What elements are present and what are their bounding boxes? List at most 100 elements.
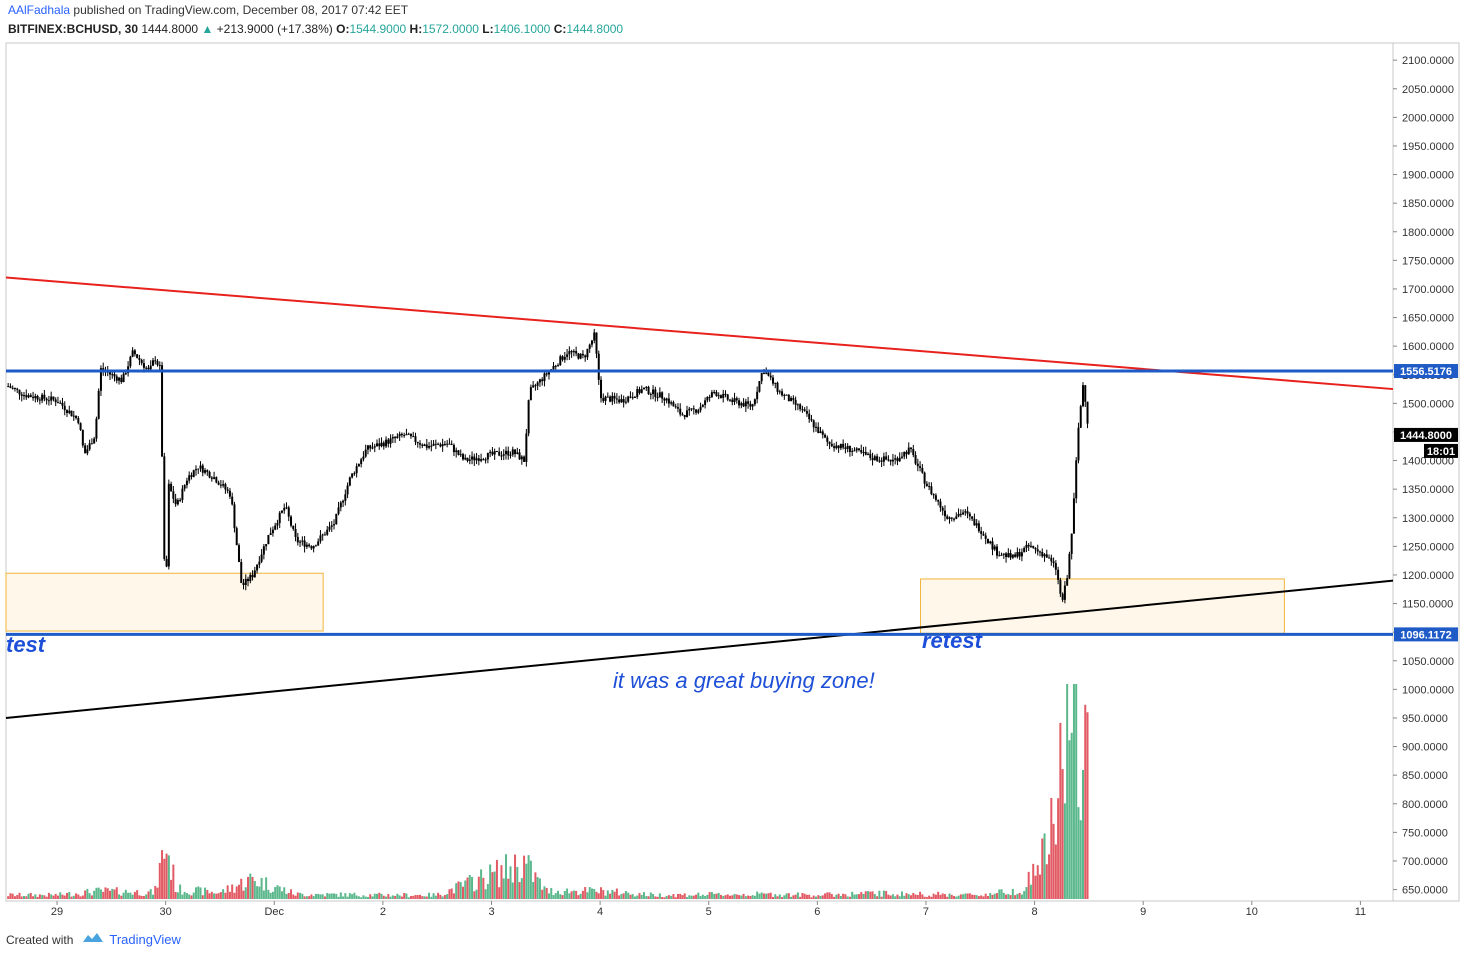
candle-body xyxy=(955,516,958,519)
candle-body xyxy=(835,445,838,449)
symbol-name[interactable]: BITFINEX:BCHUSD, 30 xyxy=(8,22,139,36)
level-badge-label: 1096.1172 xyxy=(1400,629,1451,641)
candle-body xyxy=(511,449,514,455)
candle-body xyxy=(672,402,675,407)
volume-bar xyxy=(423,896,426,899)
open-label: O: xyxy=(336,22,350,36)
volume-bar xyxy=(183,892,186,899)
volume-bar xyxy=(801,892,804,899)
candle-body xyxy=(523,456,526,462)
volume-bar xyxy=(124,889,127,899)
candle-body xyxy=(1009,553,1012,558)
volume-bar xyxy=(443,894,446,899)
volume-bar xyxy=(86,888,89,899)
candle-body xyxy=(185,480,188,486)
candle-body xyxy=(581,353,584,356)
volume-bar xyxy=(577,895,580,899)
tradingview-logo-icon[interactable] xyxy=(81,931,105,948)
volume-bar xyxy=(1070,732,1073,899)
volume-bar xyxy=(615,888,618,899)
candle-body xyxy=(54,399,57,403)
candle-body xyxy=(658,392,661,398)
volume-bar xyxy=(373,893,376,899)
candle-body xyxy=(973,518,976,526)
candle-body xyxy=(495,451,498,453)
candle-body xyxy=(742,403,745,407)
candle-body xyxy=(896,458,899,462)
volume-bar xyxy=(817,895,820,899)
volume-bar xyxy=(396,893,399,899)
up-arrow-icon: ▲ xyxy=(201,22,214,36)
candle-body xyxy=(161,365,164,457)
volume-bar xyxy=(172,864,175,899)
candle-body xyxy=(925,483,928,487)
y-tick-label: 2000.0000 xyxy=(1402,112,1454,124)
volume-bar xyxy=(432,893,435,899)
candle-body xyxy=(783,394,786,396)
volume-bar xyxy=(197,886,200,899)
volume-bar xyxy=(749,895,752,899)
candle-body xyxy=(201,465,204,473)
volume-bar xyxy=(701,894,704,899)
candle-body xyxy=(514,449,517,454)
candle-body xyxy=(389,438,392,444)
candle-body xyxy=(394,437,397,439)
candle-body xyxy=(206,470,209,472)
candle-body xyxy=(975,523,978,526)
volume-bar xyxy=(609,893,612,899)
volume-bar xyxy=(636,895,639,899)
candle-body xyxy=(609,396,612,402)
candle-body xyxy=(244,578,247,585)
candle-body xyxy=(819,431,822,433)
candle-body xyxy=(771,377,774,384)
volume-bar xyxy=(783,895,786,899)
volume-bar xyxy=(489,864,492,899)
candle-body xyxy=(163,456,166,559)
candle-body xyxy=(1052,561,1055,564)
volume-bar xyxy=(194,887,197,899)
volume-bar xyxy=(672,894,675,899)
candle-body xyxy=(934,495,937,500)
volume-bar xyxy=(948,893,951,899)
candle-body xyxy=(432,443,435,446)
candle-body xyxy=(740,403,743,406)
high-value: 1572.0000 xyxy=(422,22,479,36)
volume-bar xyxy=(400,896,403,899)
volume-bar xyxy=(516,866,519,899)
candle-body xyxy=(738,400,741,406)
volume-bar xyxy=(584,887,587,899)
current-price-label: 1444.8000 xyxy=(1400,430,1452,442)
volume-bar xyxy=(722,896,725,899)
volume-bar xyxy=(654,896,657,899)
candle-body xyxy=(391,437,394,439)
volume-bar xyxy=(106,888,109,899)
volume-bar xyxy=(774,894,777,899)
author-link[interactable]: AAlFadhala xyxy=(8,3,71,17)
volume-bar xyxy=(308,896,311,899)
volume-bar xyxy=(844,894,847,899)
candle-body xyxy=(249,574,252,582)
tradingview-brand[interactable]: TradingView xyxy=(109,932,181,947)
candle-body xyxy=(697,410,700,413)
candle-body xyxy=(434,443,437,445)
volume-bar xyxy=(387,894,390,899)
candle-body xyxy=(380,442,383,447)
candle-body xyxy=(676,407,679,409)
y-tick-label: 2050.0000 xyxy=(1402,84,1454,96)
candle-body xyxy=(1029,545,1032,547)
volume-bar xyxy=(790,896,793,899)
volume-bar xyxy=(557,890,560,899)
price-axis[interactable] xyxy=(1392,42,1460,902)
candle-body xyxy=(828,441,831,444)
volume-bar xyxy=(11,893,14,899)
candle-body xyxy=(873,456,876,461)
volume-bar xyxy=(1061,769,1064,899)
volume-bar xyxy=(1032,863,1035,899)
candle-body xyxy=(724,393,727,395)
volume-bar xyxy=(559,894,562,899)
volume-bar xyxy=(468,874,471,899)
volume-bar xyxy=(688,895,691,899)
volume-bar xyxy=(595,891,598,899)
candle-body xyxy=(817,426,820,433)
